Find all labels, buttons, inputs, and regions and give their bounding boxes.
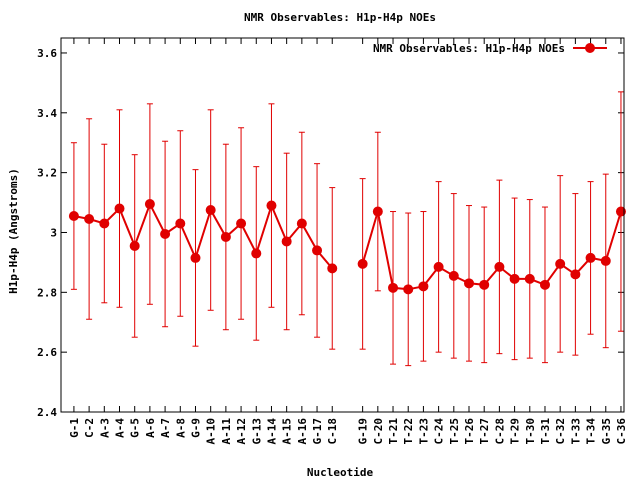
data-point — [509, 273, 520, 284]
data-point — [464, 278, 475, 289]
x-tick-label: A-6 — [144, 418, 157, 438]
y-axis-label: H1p-H4p (Angstroms) — [7, 168, 20, 294]
data-point — [403, 284, 414, 295]
data-point — [372, 206, 383, 217]
legend: NMR Observables: H1p-H4p NOEs — [373, 42, 607, 55]
data-point — [129, 240, 140, 251]
x-tick-label: C-28 — [493, 418, 506, 445]
y-tick-label: 3 — [50, 226, 57, 239]
data-point — [524, 273, 535, 284]
data-point — [615, 206, 626, 217]
x-tick-label: T-21 — [387, 418, 400, 445]
series-points — [68, 199, 626, 295]
data-point — [327, 263, 338, 274]
x-tick-label: G-9 — [189, 418, 202, 438]
data-point — [570, 269, 581, 280]
y-tick-label: 3.4 — [37, 107, 57, 120]
data-point — [281, 236, 292, 247]
data-point — [144, 199, 155, 210]
x-tick-label: G-19 — [357, 418, 370, 445]
data-point — [190, 252, 201, 263]
x-tick-label: T-29 — [509, 418, 522, 445]
x-tick-label: A-10 — [205, 418, 218, 445]
y-tick-label: 3.2 — [37, 167, 57, 180]
data-point — [236, 218, 247, 229]
y-tick-label: 2.4 — [37, 406, 57, 419]
x-tick-label: C-36 — [615, 418, 628, 445]
x-tick-label: T-26 — [463, 418, 476, 445]
x-tick-label: C-2 — [83, 418, 96, 438]
x-tick-label: C-18 — [326, 418, 339, 445]
data-point — [585, 252, 596, 263]
x-tick-label: T-23 — [417, 418, 430, 445]
y-tick-label: 3.6 — [37, 47, 57, 60]
data-point — [160, 228, 171, 239]
x-tick-label: G-13 — [250, 418, 263, 445]
data-point — [205, 205, 216, 216]
data-point — [99, 218, 110, 229]
x-tick-label: T-27 — [478, 418, 491, 445]
data-point — [448, 270, 459, 281]
x-tick-label: A-11 — [220, 418, 233, 445]
x-tick-label: G-1 — [68, 418, 81, 438]
x-axis-label: Nucleotide — [307, 466, 374, 479]
data-point — [555, 258, 566, 269]
x-tick-label: T-30 — [524, 418, 537, 445]
data-point — [600, 255, 611, 266]
data-point — [494, 261, 505, 272]
x-tick-label: A-8 — [174, 418, 187, 438]
x-tick-label: C-24 — [433, 418, 446, 445]
data-point — [312, 245, 323, 256]
x-tick-label: A-4 — [114, 418, 127, 438]
data-point — [220, 231, 231, 242]
data-point — [68, 211, 79, 222]
data-point — [251, 248, 262, 259]
data-point — [388, 282, 399, 293]
data-point — [357, 258, 368, 269]
x-tick-label: C-20 — [372, 418, 385, 445]
data-point — [84, 214, 95, 225]
x-tick-label: T-31 — [539, 418, 552, 445]
x-tick-label: C-32 — [554, 418, 567, 445]
y-tick-label: 2.6 — [37, 346, 57, 359]
y-tick-label: 2.8 — [37, 286, 57, 299]
data-point — [175, 218, 186, 229]
x-tick-label: A-15 — [281, 418, 294, 445]
data-point — [433, 261, 444, 272]
x-tick-label: T-34 — [585, 418, 598, 445]
chart-title: NMR Observables: H1p-H4p NOEs — [244, 11, 436, 24]
legend-marker-sample — [585, 43, 595, 53]
axis-ticks: 2.4 2.6 2.8 3 3.2 3.4 3.6 G-1 C-2 A-3 A-4 G-5 A-6 A-7… — [37, 38, 628, 445]
x-tick-label: G-35 — [600, 418, 613, 445]
x-tick-label: T-33 — [569, 418, 582, 445]
data-point — [296, 218, 307, 229]
x-tick-label: A-16 — [296, 418, 309, 445]
x-tick-label: T-22 — [402, 418, 415, 445]
x-tick-label: A-14 — [265, 418, 278, 445]
data-point — [539, 279, 550, 290]
x-tick-label: A-12 — [235, 418, 248, 445]
data-point — [266, 200, 277, 211]
x-tick-label: A-3 — [98, 418, 111, 438]
legend-label: NMR Observables: H1p-H4p NOEs — [373, 42, 565, 55]
data-point — [479, 279, 490, 290]
x-tick-label: G-17 — [311, 418, 324, 445]
plot-frame — [60, 37, 625, 413]
x-tick-label: G-5 — [129, 418, 142, 438]
data-point — [114, 203, 125, 214]
x-tick-label: T-25 — [448, 418, 461, 445]
data-point — [418, 281, 429, 292]
x-tick-label: A-7 — [159, 418, 172, 438]
